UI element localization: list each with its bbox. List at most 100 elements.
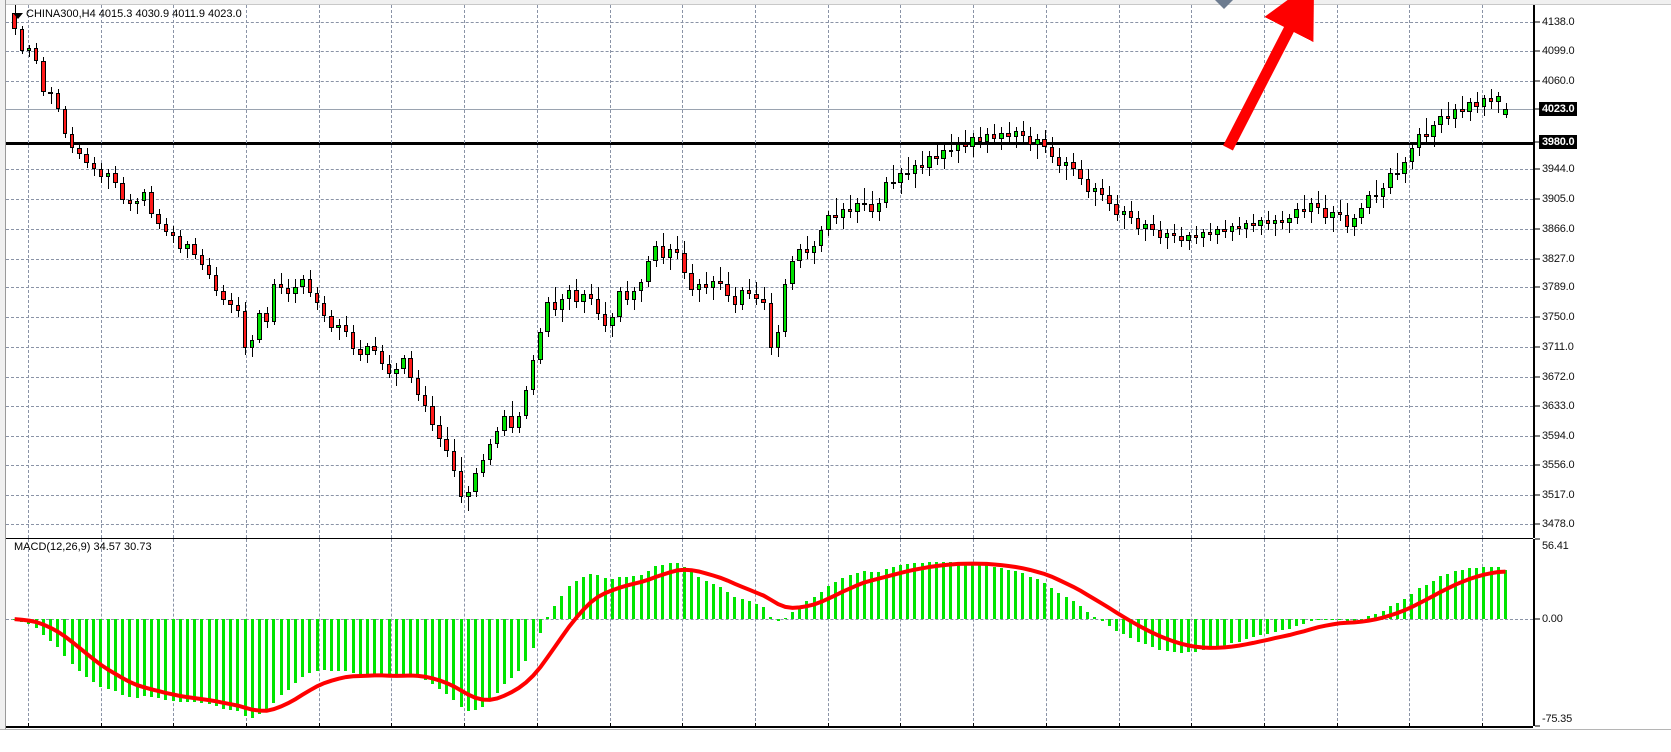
macd-histogram-bar [913,563,916,620]
macd-histogram-bar [611,579,614,620]
macd-histogram-bar [849,575,852,620]
candle-body-bullish [516,416,521,429]
macd-histogram-bar [1050,587,1053,620]
macd-plot-area[interactable] [6,539,1533,726]
macd-histogram-bar [1259,619,1262,635]
macd-histogram-bar [1439,576,1442,620]
candle-body-bullish [1438,116,1443,126]
macd-histogram-bar [892,567,895,620]
macd-histogram-bar [445,619,448,694]
candle-wick [1448,102,1449,126]
candle-body-bearish [703,283,709,289]
candle-body-bullish [530,359,536,391]
candle-wick [915,160,916,188]
candle-body-bearish [977,137,982,143]
candle-body-bearish [1265,219,1271,225]
candle-wick [1304,195,1305,219]
macd-histogram-bar [1036,579,1039,620]
macd-histogram-bar [380,619,383,676]
candle-body-bearish [1042,139,1047,147]
candle-wick [1225,219,1226,238]
candle-wick [922,151,923,175]
candle-wick [1124,206,1125,229]
macd-histogram-bar [179,619,182,703]
candle-wick [699,279,700,302]
candle-body-bearish [206,265,212,275]
candle-body-bearish [192,244,197,255]
candle-body-bearish [221,291,226,301]
candle-wick [1203,228,1204,248]
candle-wick [706,271,707,295]
candle-body-bearish [1460,108,1465,112]
price-plot-area[interactable] [6,5,1533,538]
candle-body-bearish [286,288,291,295]
candle-body-bullish [826,215,831,231]
candle-body-bearish [689,273,694,290]
macd-signal-line-layer [14,561,1506,713]
macd-histogram-bar [1382,610,1385,620]
macd-histogram-bar [1072,601,1075,620]
candle-body-bullish [1215,228,1220,235]
candle-body-bullish [141,192,147,202]
candle-wick [1333,206,1334,232]
macd-histogram-bar [640,574,643,620]
macd-histogram-bar [762,607,765,620]
candle-wick [555,286,556,316]
candle-wick [1217,225,1218,245]
macd-histogram-bar [395,619,398,677]
macd-histogram-bar [1324,619,1327,621]
macd-histogram-bar [460,619,463,707]
candle-wick [1232,222,1233,242]
macd-histogram-bar [733,596,736,620]
macd-histogram-bar [78,619,81,671]
macd-axis[interactable]: 56.41 0.00 -75.35 [1533,538,1671,727]
candle-wick [1095,183,1096,206]
macd-pane[interactable]: MACD(12,26,9) 34.57 30.73 [6,539,1533,728]
price-pane[interactable]: CHINA300,H4 4015.3 4030.9 4011.9 4023.0 [6,5,1533,540]
macd-histogram-bar [1093,616,1096,620]
candle-body-bearish [1157,230,1163,238]
candle-wick [1426,117,1427,144]
candle-body-bullish [797,248,802,261]
candle-body-bearish [98,169,104,178]
macd-histogram-bar [1252,619,1255,638]
macd-histogram-bar [1202,619,1205,651]
macd-histogram-bar [625,577,628,620]
macd-histogram-bar [1122,619,1125,635]
candle-body-bearish [120,183,125,200]
price-axis-label: 3633.0 [1542,400,1575,413]
price-axis[interactable]: 4138.0 4099.0 4060.0 4023.0 3980.0 3944.0 3905… [1533,5,1671,538]
candle-body-bearish [322,303,327,316]
price-axis-label: 3478.0 [1542,518,1575,531]
macd-histogram-bar [316,619,319,671]
macd-histogram-bar [834,581,837,620]
candle-body-bullish [1352,218,1357,228]
macd-histogram-bar [1144,619,1147,645]
macd-histogram-bar [1245,619,1248,640]
collapse-triangle-icon[interactable] [13,13,23,19]
macd-histogram-bar [870,572,873,620]
candle-body-bearish [48,91,53,94]
candle-wick [836,198,837,225]
candle-body-bullish [876,202,882,213]
macd-histogram-bar [1223,619,1226,646]
candle-body-bearish [242,311,248,348]
macd-histogram-bar [524,619,527,661]
candle-body-bullish [1244,222,1249,229]
candle-wick [677,236,678,260]
macd-histogram-bar [1166,619,1169,651]
candle-body-bearish [149,192,154,214]
candle-body-bearish [1099,187,1105,196]
candle-body-bullish [250,340,255,348]
macd-signal-line [14,561,1506,713]
macd-histogram-bar [1497,567,1500,620]
candle-body-bearish [386,364,392,374]
candle-body-bearish [163,224,169,232]
status-bar [0,729,1671,752]
macd-histogram-bar [136,619,139,698]
candle-body-bearish [329,315,334,328]
macd-histogram-bar [1475,567,1478,620]
candle-wick [1498,91,1499,114]
macd-histogram-bar [92,619,95,683]
